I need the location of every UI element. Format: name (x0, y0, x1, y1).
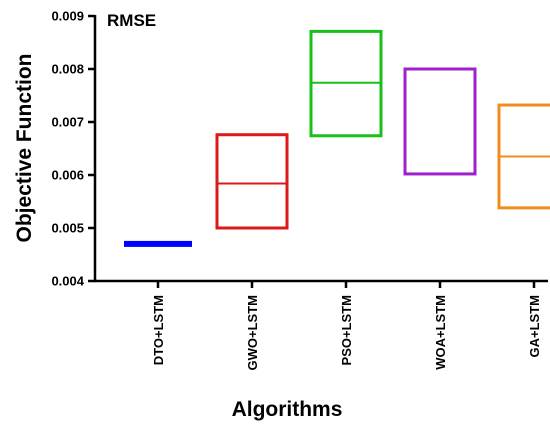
box-dto-lstm (124, 240, 192, 247)
axes (93, 15, 548, 283)
y-tick-label: 0.006 (51, 168, 84, 183)
box-gwo-lstm (215, 133, 289, 230)
x-tick-label: PSO+LSTM (339, 295, 354, 365)
x-tick-label: WOA+LSTM (433, 295, 448, 370)
y-tick-label: 0.009 (51, 9, 84, 24)
boxes (124, 29, 550, 247)
x-tick-label: GA+LSTM (527, 295, 542, 357)
box-ga-lstm (497, 103, 550, 210)
y-tick-label: 0.005 (51, 221, 84, 236)
y-axis-title: Objective Function (13, 53, 36, 242)
x-tick-label: DTO+LSTM (151, 295, 166, 365)
box-pso-lstm (309, 29, 383, 138)
y-tick-label: 0.004 (51, 274, 84, 289)
box-rect (215, 133, 289, 230)
x-ticks: DTO+LSTM GWO+LSTM PSO+LSTM WOA+LSTM GA+LSTM (151, 281, 542, 370)
chart-title: RMSE (107, 11, 156, 30)
box-woa-lstm (403, 67, 477, 176)
y-ticks: 0.004 0.005 0.006 0.007 0.008 0.009 (51, 9, 95, 289)
box-rect (124, 240, 192, 247)
y-tick-label: 0.007 (51, 115, 84, 130)
x-axis-title: Algorithms (232, 398, 343, 421)
y-tick-label: 0.008 (51, 62, 84, 77)
x-tick-label: GWO+LSTM (245, 295, 260, 370)
box-rect (403, 67, 477, 176)
